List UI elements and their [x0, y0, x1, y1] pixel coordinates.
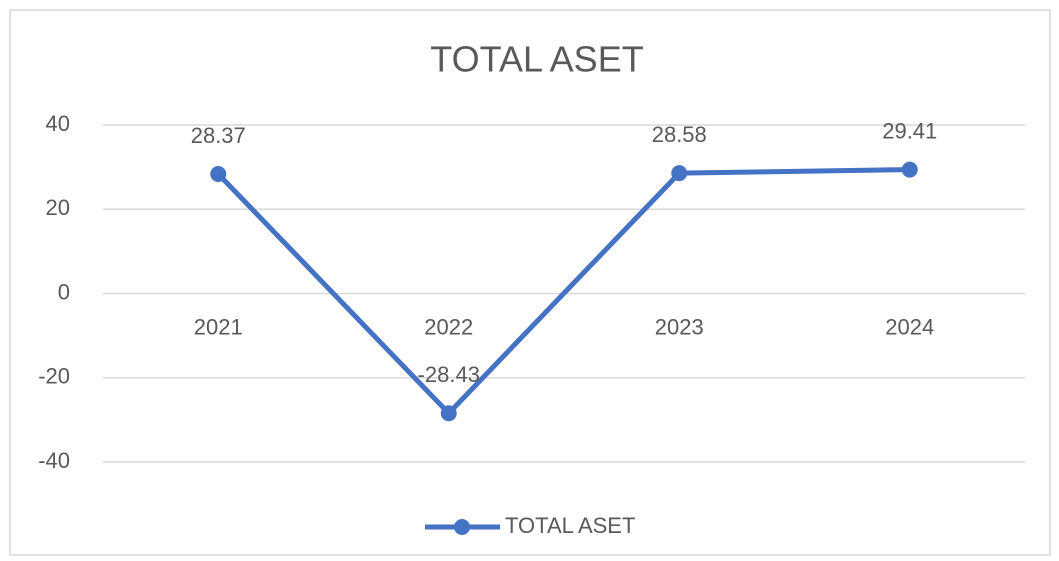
data-label: 29.41 [882, 118, 937, 143]
chart-border [9, 9, 1051, 556]
data-label: 28.58 [652, 122, 707, 147]
x-tick-label: 2022 [424, 314, 473, 339]
point-marker [671, 165, 688, 182]
data-label: 28.37 [191, 123, 246, 148]
y-tick-label: -40 [38, 448, 70, 473]
y-tick-label: -20 [38, 364, 70, 389]
y-tick-label: 40 [46, 111, 70, 136]
chart-title: TOTAL ASET [430, 39, 643, 80]
point-marker [210, 165, 227, 182]
y-tick-label: 0 [58, 279, 70, 304]
point-marker [901, 161, 918, 178]
x-tick-label: 2021 [194, 314, 243, 339]
legend-marker [454, 519, 470, 535]
series-line [216, 167, 910, 416]
y-tick-label: 20 [46, 195, 70, 220]
x-tick-label: 2024 [885, 314, 934, 339]
data-label: -28.43 [418, 362, 480, 387]
x-tick-label: 2023 [655, 314, 704, 339]
legend-label: TOTAL ASET [505, 513, 635, 538]
point-marker [440, 405, 457, 422]
